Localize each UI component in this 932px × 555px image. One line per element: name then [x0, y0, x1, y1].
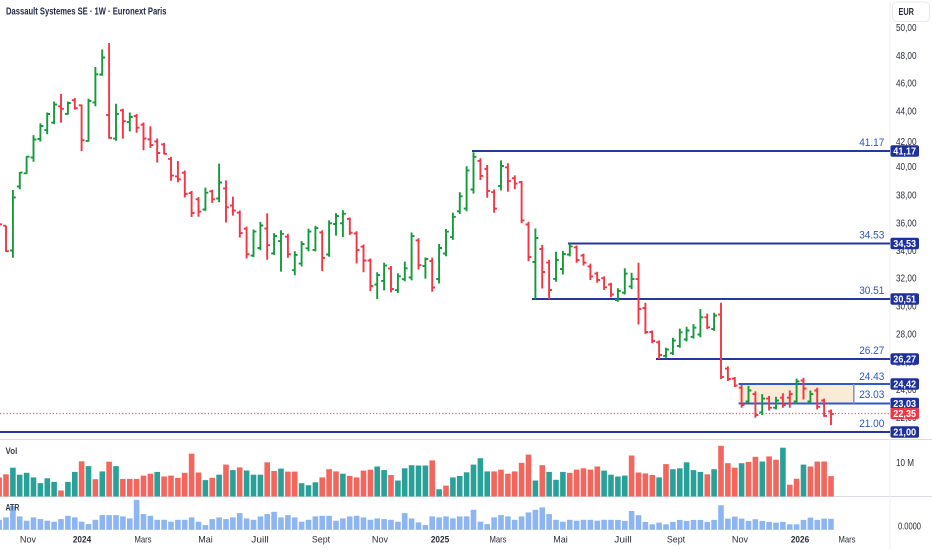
svg-text:Dassault Systemes SE · 1W · Eu: Dassault Systemes SE · 1W · Euronext Par… [6, 6, 167, 17]
svg-text:23.03: 23.03 [859, 389, 884, 401]
svg-text:2025: 2025 [431, 534, 449, 545]
svg-text:46,00: 46,00 [896, 79, 917, 90]
svg-text:Nov: Nov [732, 534, 749, 545]
svg-text:2024: 2024 [73, 534, 92, 545]
svg-text:34,00: 34,00 [896, 246, 917, 257]
svg-text:34,53: 34,53 [893, 239, 916, 250]
svg-text:Mars: Mars [134, 534, 151, 545]
svg-text:EUR: EUR [898, 7, 914, 18]
svg-text:Juill: Juill [251, 534, 269, 545]
svg-text:26.27: 26.27 [859, 345, 884, 357]
svg-text:40,00: 40,00 [896, 162, 917, 173]
svg-text:0.0000: 0.0000 [898, 521, 921, 532]
svg-text:21,00: 21,00 [893, 428, 916, 439]
svg-text:ATR: ATR [6, 503, 20, 513]
svg-text:Mars: Mars [489, 534, 506, 545]
svg-text:41,17: 41,17 [893, 147, 916, 158]
svg-text:36,00: 36,00 [896, 219, 917, 230]
svg-text:30,00: 30,00 [896, 302, 917, 313]
svg-text:34.53: 34.53 [859, 230, 884, 242]
svg-text:Nov: Nov [20, 534, 37, 545]
svg-text:30,51: 30,51 [893, 295, 916, 306]
svg-text:26,27: 26,27 [893, 355, 916, 366]
svg-text:23,03: 23,03 [893, 399, 916, 410]
svg-text:30.51: 30.51 [859, 285, 884, 297]
svg-text:38,00: 38,00 [896, 190, 917, 201]
svg-text:24.43: 24.43 [859, 371, 884, 383]
svg-text:10 M: 10 M [896, 458, 914, 469]
svg-text:44,00: 44,00 [896, 106, 917, 117]
svg-text:Vol: Vol [6, 446, 18, 456]
svg-text:21.00: 21.00 [859, 418, 884, 430]
svg-text:Mai: Mai [553, 534, 568, 545]
svg-text:50,00: 50,00 [896, 23, 917, 34]
svg-text:32,00: 32,00 [896, 273, 917, 284]
svg-text:Sept: Sept [312, 534, 331, 545]
svg-text:Mars: Mars [838, 534, 855, 545]
svg-text:48,00: 48,00 [896, 51, 917, 62]
svg-text:41.17: 41.17 [859, 137, 884, 149]
svg-text:2026: 2026 [791, 534, 809, 545]
svg-text:24,42: 24,42 [893, 380, 916, 391]
svg-text:Mai: Mai [198, 534, 213, 545]
svg-text:28,00: 28,00 [896, 330, 917, 341]
svg-text:Juill: Juill [614, 534, 632, 545]
svg-text:Sept: Sept [667, 534, 686, 545]
svg-text:22,35: 22,35 [893, 409, 916, 420]
svg-text:42,00: 42,00 [896, 137, 917, 148]
svg-text:Nov: Nov [372, 534, 389, 545]
svg-text:24,00: 24,00 [896, 385, 917, 396]
